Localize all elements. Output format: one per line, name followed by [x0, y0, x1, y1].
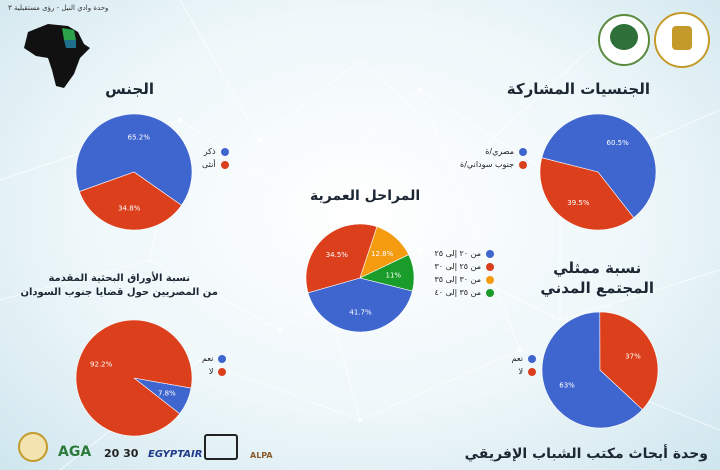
pie-data-label: 11% [386, 272, 402, 280]
pie-slice [79, 171, 182, 231]
legend-label: ذكر [203, 147, 216, 156]
pie-data-label: 12.8% [371, 250, 394, 258]
africa-map-icon [24, 24, 90, 88]
legend-swatch [486, 275, 494, 284]
pie-data-label: 7.8% [158, 390, 176, 398]
legend-item: لا [202, 365, 227, 378]
gender-legend: ذكر أنثى [202, 145, 229, 171]
legend-swatch [486, 249, 494, 258]
pyramids-logo [204, 434, 238, 460]
legend-swatch [220, 160, 229, 169]
pie-data-label: 39.5% [567, 199, 590, 207]
nationality-legend: مصري/ة جنوب سوداني/ة [445, 145, 527, 171]
legend-item: ذكر [202, 145, 229, 158]
gender-pie-chart: 65.2% 34.8% [75, 113, 193, 231]
vision-2030-logo: 20 30 [104, 447, 139, 460]
legend-swatch [486, 288, 494, 297]
legend-item: جنوب سوداني/ة [445, 158, 527, 171]
pie-data-label: 63% [559, 381, 575, 389]
nationality-chart-title: الجنسيات المشاركة [506, 80, 650, 98]
african-youth-bureau-logo [598, 14, 650, 66]
age-chart-title: المراحل العمرية [310, 188, 421, 204]
gender-chart-title: الجنس [105, 80, 154, 98]
pie-data-label: 60.5% [607, 139, 630, 147]
pie-slice [75, 113, 193, 206]
legend-item: من ٢٠ إلى ٢٥ [424, 247, 494, 260]
pie-slice [541, 311, 643, 429]
pie-slice [541, 113, 657, 219]
footer-title: وحدة أبحاث مكتب الشباب الإفريقي [464, 446, 708, 462]
pie-slice [539, 157, 635, 231]
legend-item: لا [500, 365, 536, 378]
civil-legend: نعم لا [500, 352, 536, 378]
papers-title-line-1: نسبة الأوراق البحثية المقدمة [48, 273, 190, 284]
legend-item: أنثى [202, 158, 229, 171]
legend-item: من ٣٠ إلى ٣٥ [424, 273, 494, 286]
legend-swatch [220, 147, 229, 156]
papers-chart-title: نسبة الأوراق البحثية المقدمة من المصريين… [20, 272, 218, 300]
civil-pie-chart: 63% 37% [541, 311, 659, 429]
legend-swatch [528, 367, 536, 376]
papers-legend: نعم لا [202, 352, 227, 378]
legend-swatch [218, 354, 227, 363]
civil-title-line-1: نسبة ممثلي [553, 259, 642, 277]
pie-data-label: 92.2% [90, 360, 113, 368]
legend-label: من ٣٠ إلى ٣٥ [434, 275, 481, 284]
aga-logo: AGA [58, 444, 92, 460]
legend-swatch [519, 160, 527, 169]
legend-label: جنوب سوداني/ة [460, 160, 514, 169]
pie-slice [75, 319, 193, 437]
legend-swatch [519, 147, 527, 156]
pie-slice [359, 254, 415, 292]
pie-data-label: 34.5% [326, 251, 349, 259]
pie-slice [599, 311, 659, 410]
legend-item: نعم [202, 352, 227, 365]
pie-data-label: 65.2% [128, 133, 151, 141]
legend-label: لا [208, 367, 214, 376]
legend-item: من ٢٥ إلى ٣٠ [424, 260, 494, 273]
legend-item: من ٣٥ إلى ٤٠ [424, 286, 494, 299]
ministry-logo [654, 12, 710, 68]
pie-data-label: 41.7% [349, 308, 372, 316]
legend-label: مصري/ة [485, 147, 514, 156]
legend-label: لا [518, 367, 523, 376]
pie-slice [307, 277, 413, 333]
legend-swatch [218, 367, 227, 376]
legend-label: نعم [202, 354, 214, 363]
papers-pie-chart: 7.8% 92.2% [75, 319, 193, 437]
pie-data-label: 34.8% [118, 205, 141, 213]
legend-label: من ٢٠ إلى ٢٥ [434, 249, 481, 258]
pie-data-label: 37% [625, 353, 641, 361]
alpa-logo: ALPA [250, 451, 273, 460]
age-legend: من ٢٠ إلى ٢٥ من ٢٥ إلى ٣٠ من ٣٠ إلى ٣٥ م… [424, 247, 494, 299]
egyptair-logo: EGYPTAIR [148, 449, 203, 460]
legend-item: مصري/ة [445, 145, 527, 158]
pie-slice [305, 223, 378, 294]
civil-chart-title: نسبة ممثلي المجتمع المدني [540, 258, 654, 298]
legend-label: نعم [511, 354, 523, 363]
civil-title-line-2: المجتمع المدني [540, 279, 654, 297]
age-pie-chart: 41.7% 34.5% 12.8% 11% [305, 223, 415, 333]
au-logo [18, 432, 48, 462]
legend-label: من ٢٥ إلى ٣٠ [434, 262, 481, 271]
papers-title-line-2: من المصريين حول قضايا جنوب السودان [20, 287, 218, 298]
legend-label: من ٣٥ إلى ٤٠ [434, 288, 481, 297]
top-note: وحدة وادي النيل - رؤى مستقبلية ٣ [8, 4, 109, 12]
legend-swatch [486, 262, 494, 271]
nationality-pie-chart: 60.5% 39.5% [539, 113, 657, 231]
legend-item: نعم [500, 352, 536, 365]
legend-label: أنثى [202, 160, 216, 169]
legend-swatch [528, 354, 536, 363]
